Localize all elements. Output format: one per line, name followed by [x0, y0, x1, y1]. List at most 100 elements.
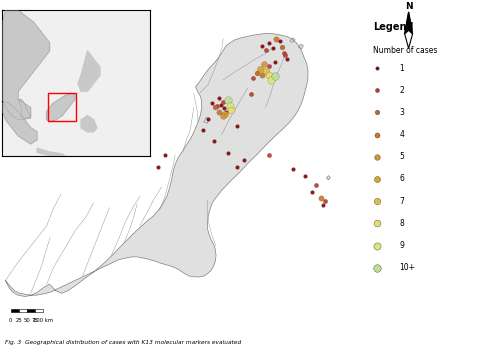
Polygon shape: [78, 51, 100, 91]
Polygon shape: [11, 309, 19, 313]
Point: [372, 110, 380, 115]
Point: [275, 39, 283, 44]
Point: [372, 65, 380, 71]
Point: [268, 45, 276, 51]
Point: [372, 221, 380, 226]
Point: [372, 176, 380, 182]
Point: [270, 59, 278, 65]
Point: [161, 152, 168, 158]
Point: [288, 166, 296, 172]
Point: [256, 66, 264, 71]
Text: Fig. 3  Geographical distribution of cases with K13 molecular markers evaluated: Fig. 3 Geographical distribution of case…: [5, 340, 241, 345]
Text: 50: 50: [24, 318, 30, 323]
Point: [226, 104, 233, 109]
Point: [265, 41, 272, 46]
Text: Number of cases: Number of cases: [372, 46, 437, 56]
Polygon shape: [2, 10, 49, 120]
Point: [257, 43, 265, 49]
Polygon shape: [81, 116, 97, 132]
Point: [283, 57, 290, 62]
Point: [272, 36, 280, 42]
Point: [227, 107, 235, 112]
Polygon shape: [46, 93, 75, 122]
Text: 10+: 10+: [399, 263, 415, 272]
Text: 5: 5: [399, 152, 404, 161]
Point: [372, 154, 380, 160]
Point: [308, 189, 316, 194]
Point: [218, 99, 226, 104]
Point: [279, 50, 287, 55]
Polygon shape: [35, 309, 43, 313]
Point: [270, 74, 278, 79]
Point: [281, 52, 288, 58]
Polygon shape: [326, 176, 330, 180]
Point: [232, 164, 240, 169]
Polygon shape: [18, 100, 30, 119]
Text: 9: 9: [399, 241, 404, 250]
Polygon shape: [5, 33, 307, 297]
Point: [240, 157, 247, 162]
Point: [216, 102, 224, 108]
Point: [372, 132, 380, 137]
Polygon shape: [404, 30, 412, 49]
Text: 3: 3: [399, 108, 404, 117]
Point: [372, 243, 380, 248]
Text: 6: 6: [399, 175, 404, 184]
Point: [261, 68, 269, 74]
Point: [198, 127, 206, 133]
Point: [220, 105, 228, 111]
Point: [267, 77, 274, 83]
Polygon shape: [404, 12, 412, 34]
Point: [311, 182, 319, 188]
Polygon shape: [37, 148, 65, 157]
Point: [277, 44, 285, 50]
Text: 75: 75: [31, 318, 38, 323]
Polygon shape: [298, 44, 302, 49]
Point: [224, 150, 231, 156]
Text: 25: 25: [15, 318, 22, 323]
Text: 7: 7: [399, 197, 404, 206]
Point: [259, 61, 267, 67]
Polygon shape: [203, 117, 209, 123]
Point: [265, 73, 272, 78]
Polygon shape: [19, 309, 27, 313]
Point: [214, 95, 222, 101]
Point: [211, 104, 219, 110]
Point: [221, 111, 229, 117]
Text: 0: 0: [9, 318, 13, 323]
Point: [219, 113, 227, 119]
Polygon shape: [2, 102, 37, 144]
Point: [372, 87, 380, 93]
Polygon shape: [289, 38, 294, 43]
Point: [261, 48, 269, 53]
Point: [320, 198, 328, 204]
Text: 100 km: 100 km: [33, 318, 53, 323]
Point: [257, 73, 265, 78]
Point: [301, 173, 308, 178]
Point: [372, 265, 380, 271]
Text: Legend: Legend: [372, 22, 413, 32]
Text: N: N: [404, 2, 411, 11]
Text: 1: 1: [399, 64, 403, 73]
Point: [213, 104, 221, 109]
Point: [204, 116, 212, 121]
Point: [265, 64, 272, 69]
Point: [232, 123, 240, 128]
Polygon shape: [27, 309, 35, 313]
Point: [247, 91, 255, 96]
Point: [318, 203, 326, 208]
Point: [317, 196, 324, 201]
Point: [222, 109, 229, 115]
Text: 4: 4: [399, 130, 404, 139]
Point: [208, 100, 215, 105]
Point: [224, 98, 231, 103]
Point: [265, 152, 272, 158]
Point: [372, 198, 380, 204]
Point: [154, 164, 162, 169]
Text: 2: 2: [399, 86, 403, 95]
Point: [214, 109, 222, 115]
Point: [249, 75, 257, 81]
Point: [252, 70, 260, 76]
Text: 8: 8: [399, 219, 403, 228]
Bar: [48, 93, 76, 120]
